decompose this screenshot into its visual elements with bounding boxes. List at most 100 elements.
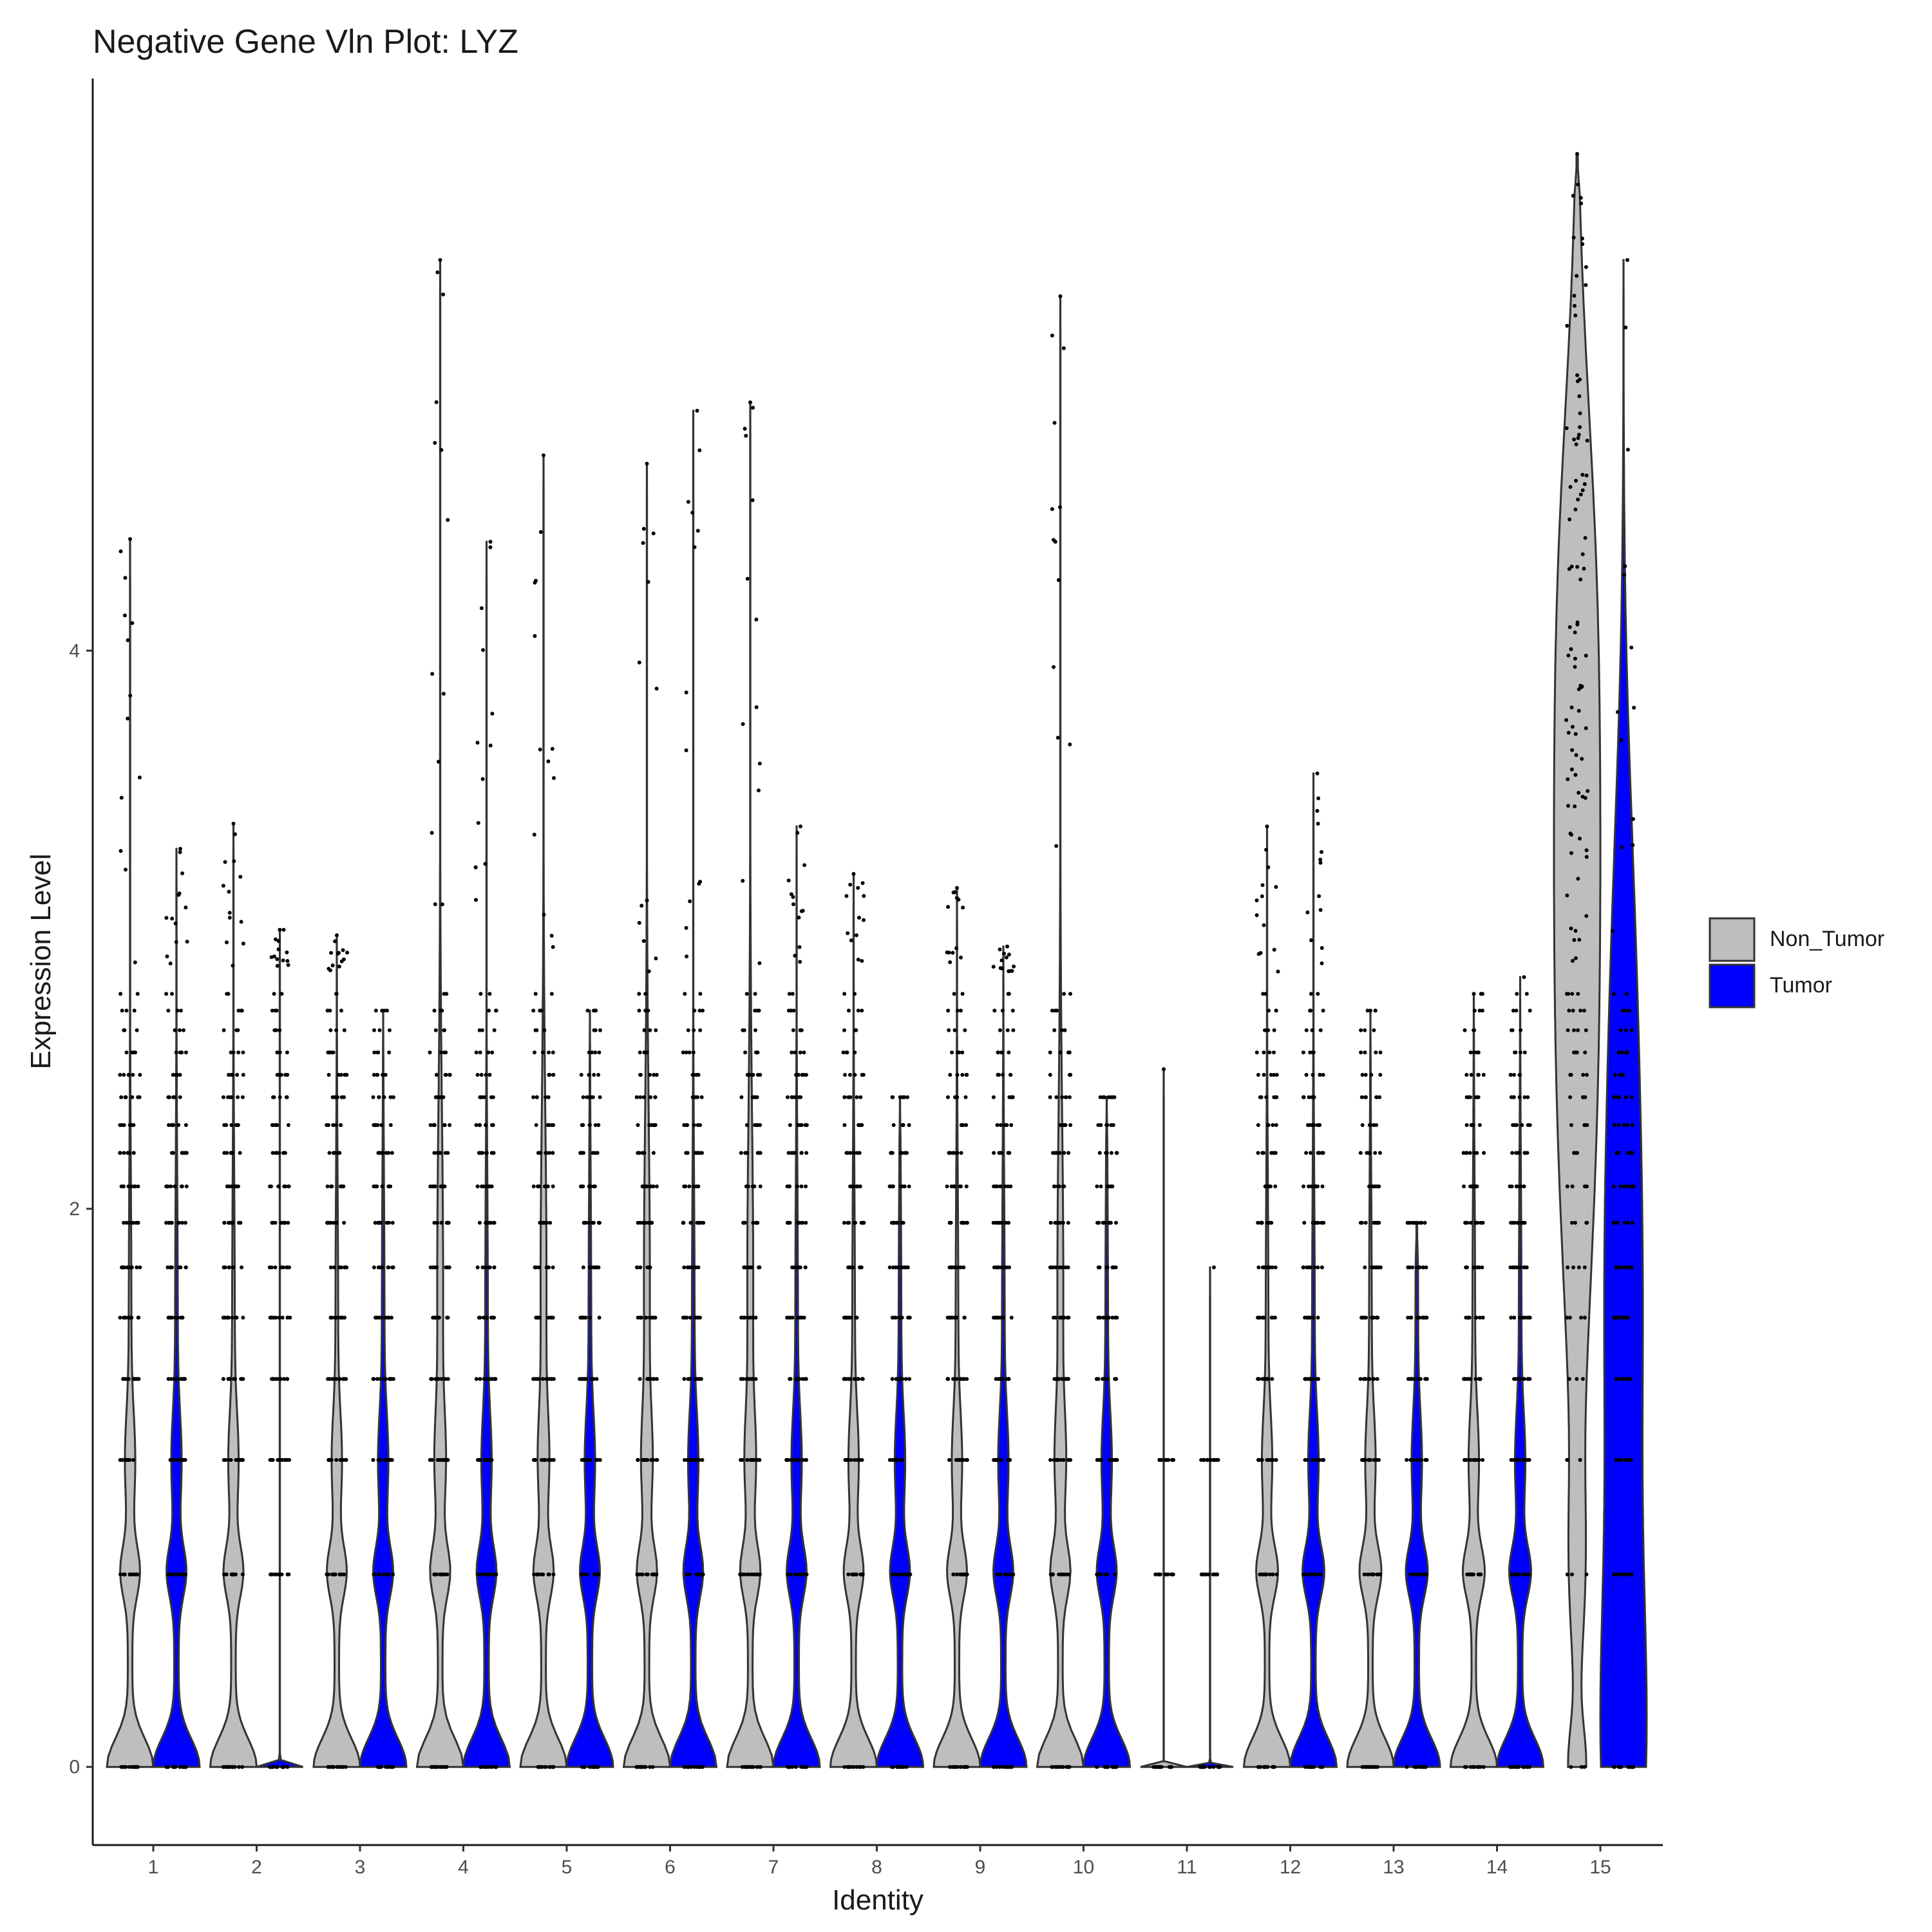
jitter-point [377, 1316, 381, 1320]
jitter-point [1585, 439, 1589, 443]
jitter-point [229, 1184, 234, 1189]
jitter-point [890, 1377, 895, 1381]
jitter-point [1170, 1458, 1174, 1462]
jitter-point [549, 1458, 554, 1462]
jitter-point [1577, 708, 1581, 713]
jitter-point [343, 1316, 347, 1320]
jitter-point [1001, 1073, 1005, 1077]
jitter-point [1577, 938, 1582, 942]
jitter-point [1514, 1151, 1519, 1155]
jitter-point [804, 1220, 808, 1225]
jitter-point [484, 1220, 489, 1225]
jitter-point [587, 1073, 591, 1077]
jitter-point [754, 705, 759, 710]
jitter-point [1305, 1377, 1310, 1381]
jitter-point [958, 1572, 962, 1577]
jitter-point [173, 1184, 177, 1189]
jitter-point [1584, 855, 1589, 859]
jitter-point [1622, 573, 1627, 577]
jitter-point [1621, 1572, 1625, 1577]
violin-shape-non-tumor-15 [1553, 153, 1602, 1768]
jitter-point [1521, 1572, 1526, 1577]
jitter-point [382, 1095, 386, 1099]
jitter-point [1423, 1572, 1427, 1577]
jitter-point [1622, 1220, 1627, 1225]
jitter-point [375, 1377, 379, 1381]
jitter-point [270, 1151, 275, 1155]
jitter-point [888, 1184, 893, 1189]
jitter-point [958, 1377, 963, 1381]
jitter-point [1262, 1151, 1265, 1155]
violin-tumor-9 [979, 944, 1028, 1769]
jitter-point [842, 1220, 846, 1225]
x-tick-label-3: 3 [355, 1857, 366, 1878]
jitter-point [1258, 1316, 1262, 1320]
jitter-point [331, 1050, 336, 1055]
jitter-point [1308, 1050, 1312, 1055]
jitter-point [532, 1572, 536, 1577]
jitter-point [372, 1572, 376, 1577]
max-point [748, 400, 752, 404]
jitter-point [852, 1377, 857, 1381]
jitter-point [964, 1123, 969, 1127]
jitter-point [785, 1458, 790, 1462]
jitter-point [166, 1265, 170, 1269]
jitter-point [272, 992, 276, 996]
jitter-point [1048, 1095, 1052, 1099]
jitter-point [684, 1316, 688, 1320]
jitter-point [1302, 1572, 1306, 1577]
legend-label-non-tumor: Non_Tumor [1770, 927, 1884, 951]
jitter-point [173, 1028, 177, 1032]
jitter-point [1478, 1572, 1482, 1577]
jitter-point [1260, 1220, 1264, 1225]
jitter-point [945, 1095, 950, 1099]
jitter-point [743, 426, 747, 431]
jitter-point [481, 1316, 486, 1320]
jitter-point [1569, 767, 1574, 772]
jitter-point [647, 969, 651, 974]
jitter-point [222, 1095, 225, 1099]
jitter-point [445, 1265, 450, 1269]
jitter-point [1579, 201, 1584, 205]
jitter-point [1572, 437, 1577, 442]
jitter-point [636, 1151, 640, 1155]
jitter-point [690, 511, 695, 515]
jitter-point [488, 992, 492, 996]
jitter-point [641, 1095, 646, 1099]
jitter-point [118, 1073, 122, 1077]
jitter-point [240, 1765, 245, 1769]
jitter-point [1470, 1572, 1475, 1577]
jitter-point [1621, 1377, 1625, 1381]
jitter-point [587, 1458, 591, 1462]
jitter-point [1048, 1458, 1052, 1462]
jitter-point [745, 1073, 750, 1077]
jitter-point [341, 957, 346, 961]
jitter-point [996, 1073, 1000, 1077]
jitter-point [958, 1765, 963, 1769]
jitter-point [442, 1028, 447, 1032]
jitter-point [131, 1050, 136, 1055]
jitter-point [1320, 1458, 1325, 1462]
max-point [231, 822, 236, 826]
x-ticks-group: 1 2 3 4 5 6 7 8 9 10 11 12 13 14 15 [148, 1845, 1611, 1878]
jitter-point [270, 1009, 274, 1013]
jitter-point [278, 1095, 282, 1099]
jitter-point [330, 1316, 334, 1320]
max-point [178, 847, 182, 851]
jitter-point [326, 1765, 330, 1769]
jitter-point [483, 862, 488, 866]
jitter-point [537, 1316, 542, 1320]
jitter-point [439, 448, 444, 452]
jitter-point [651, 531, 656, 536]
jitter-point [1564, 426, 1569, 430]
jitter-point [1151, 1765, 1156, 1769]
jitter-point [537, 1184, 541, 1189]
jitter-point [701, 1572, 705, 1577]
jitter-point [441, 1095, 446, 1099]
jitter-point [386, 1220, 391, 1225]
jitter-point [133, 960, 137, 965]
jitter-point [442, 1123, 446, 1127]
jitter-point [696, 1572, 701, 1577]
jitter-point [118, 992, 123, 996]
jitter-point [131, 1220, 135, 1225]
